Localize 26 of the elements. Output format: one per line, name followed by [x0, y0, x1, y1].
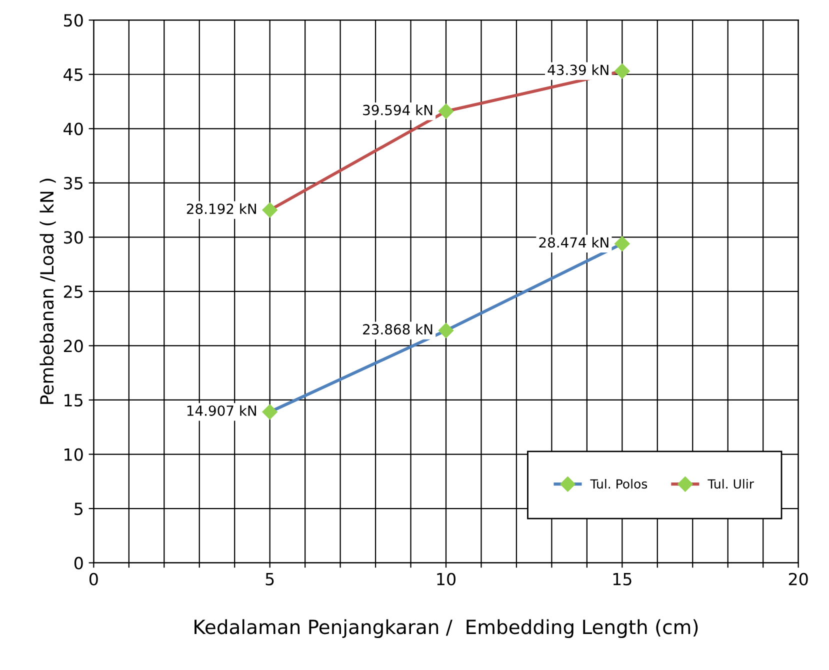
x-tick-label: 20 [788, 572, 808, 586]
y-tick-label: 30 [64, 231, 83, 244]
y-tick-label: 10 [64, 448, 83, 461]
y-tick-label: 20 [64, 340, 83, 352]
y-tick-label: 0 [74, 556, 83, 570]
annotation: 23.868 kN [363, 324, 432, 335]
x-axis-title: Kedalaman Penjangkaran / Embedding Length (cm) [194, 619, 698, 638]
y-tick-label: 40 [64, 122, 83, 136]
annotation: 28.474 kN [539, 236, 608, 248]
x-tick-label: 10 [437, 572, 456, 586]
legend-label: Tul. Ulir [708, 478, 754, 489]
x-tick-label: 0 [89, 572, 98, 586]
x-tick-label: 5 [266, 573, 274, 586]
y-tick-label: 15 [64, 394, 82, 407]
y-axis-title: Pembebanan /Load ( kN ) [40, 178, 56, 404]
y-tick-label: 35 [64, 176, 82, 190]
legend-label: Tul. Polos [590, 478, 648, 489]
annotation: 28.192 kN [186, 203, 256, 214]
y-tick-label: 45 [64, 68, 82, 81]
annotation: 43.39 kN [548, 64, 608, 76]
y-tick-label: 50 [64, 14, 83, 27]
y-tick-label: 5 [74, 502, 82, 516]
x-tick-label: 15 [613, 573, 632, 586]
annotation: 14.907 kN [187, 405, 256, 416]
y-tick-label: 25 [64, 285, 82, 298]
annotation: 39.594 kN [363, 104, 432, 116]
